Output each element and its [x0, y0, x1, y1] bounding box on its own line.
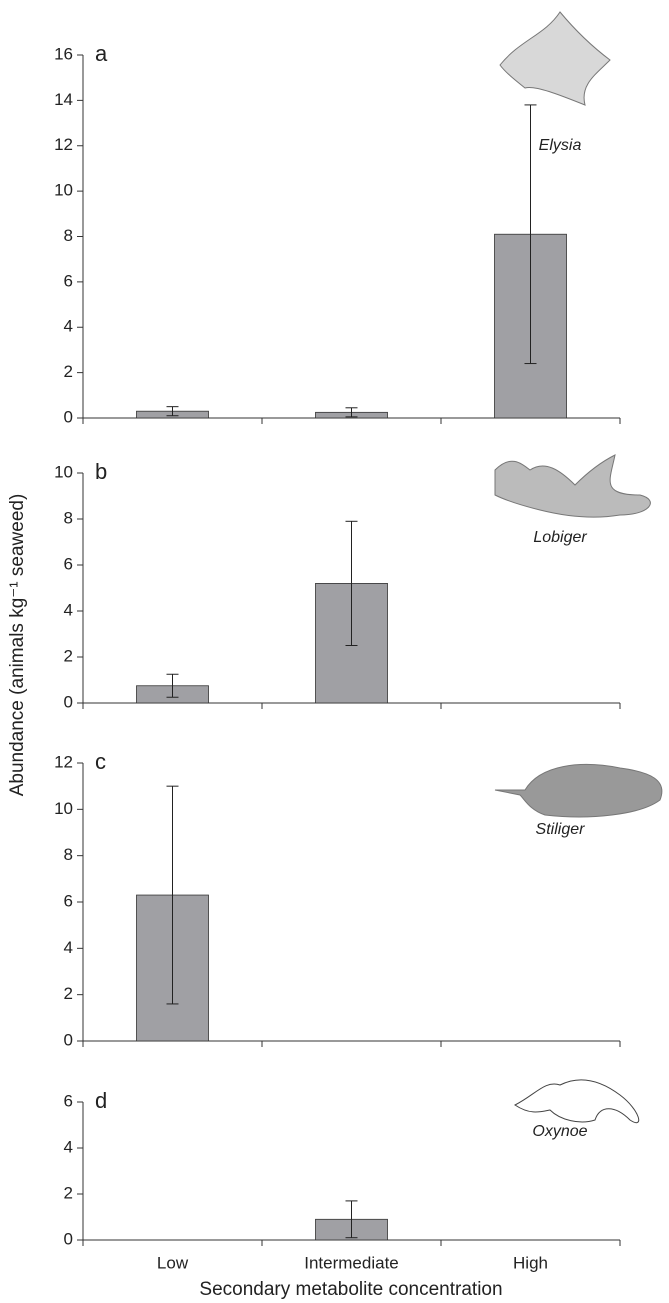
species-name: Lobiger	[533, 529, 587, 546]
y-tick-label: 0	[64, 407, 73, 426]
y-tick-label: 10	[54, 181, 73, 200]
error-bar	[345, 407, 358, 418]
panel-label: a	[95, 41, 108, 66]
y-tick-label: 2	[64, 362, 73, 381]
y-tick-label: 12	[54, 135, 73, 154]
y-tick-label: 4	[64, 317, 73, 336]
y-tick-label: 14	[54, 90, 73, 109]
y-tick-label: 0	[64, 1229, 73, 1248]
y-tick-label: 12	[54, 752, 73, 771]
y-tick-label: 6	[64, 271, 73, 290]
x-tick-label: Low	[157, 1253, 189, 1272]
y-tick-label: 4	[64, 600, 73, 619]
y-tick-label: 2	[64, 646, 73, 665]
y-tick-label: 6	[64, 891, 73, 910]
oxynoe-illustration	[514, 1079, 640, 1123]
error-bar	[166, 406, 179, 417]
error-bar	[524, 104, 537, 365]
y-tick-label: 8	[64, 508, 73, 527]
y-tick-label: 10	[54, 462, 73, 481]
y-tick-label: 2	[64, 1183, 73, 1202]
x-tick-label: High	[513, 1253, 548, 1272]
error-bar	[345, 520, 358, 646]
x-axis-title: Secondary metabolite concentration	[199, 1279, 502, 1300]
lobiger-illustration	[494, 454, 651, 518]
y-tick-label: 16	[54, 44, 73, 63]
panel-label: b	[95, 459, 107, 484]
panel-label: c	[95, 749, 106, 774]
panel-label: d	[95, 1088, 107, 1113]
error-bar	[166, 673, 179, 698]
error-bar	[166, 785, 179, 1005]
species-name: Stiliger	[536, 821, 586, 838]
y-tick-label: 8	[64, 226, 73, 245]
x-tick-label: Intermediate	[304, 1253, 399, 1272]
y-tick-label: 8	[64, 845, 73, 864]
y-tick-label: 0	[64, 692, 73, 711]
y-tick-label: 4	[64, 938, 73, 957]
stiliger-illustration	[494, 763, 663, 818]
y-axis-title: Abundance (animals kg⁻¹ seaweed)	[7, 494, 28, 797]
species-name: Oxynoe	[532, 1123, 587, 1140]
y-tick-label: 6	[64, 554, 73, 573]
species-name: Elysia	[539, 137, 582, 154]
illustrations	[494, 11, 663, 1123]
elysia-illustration	[499, 11, 611, 106]
error-bar	[345, 1200, 358, 1239]
y-tick-label: 10	[54, 799, 73, 818]
y-tick-label: 4	[64, 1137, 73, 1156]
y-tick-label: 0	[64, 1030, 73, 1049]
y-tick-label: 6	[64, 1091, 73, 1110]
y-tick-label: 2	[64, 984, 73, 1003]
